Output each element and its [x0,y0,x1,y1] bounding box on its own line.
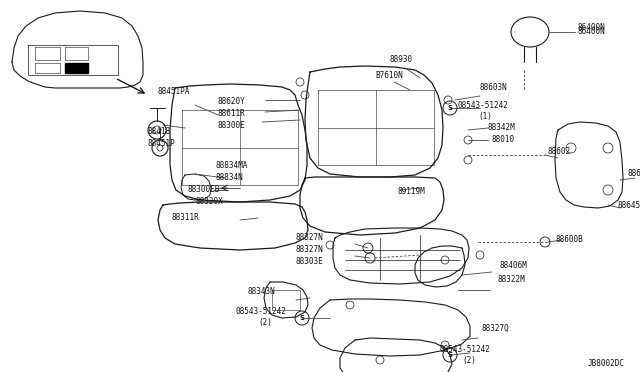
Text: 86400N: 86400N [578,23,605,32]
Text: 08543-51242: 08543-51242 [235,308,286,317]
Text: (1): (1) [478,112,492,121]
Text: 89119M: 89119M [398,187,426,196]
Bar [65,63,88,73]
Text: 88342M: 88342M [488,124,516,132]
Text: 88322M: 88322M [498,276,525,285]
Text: 88311R: 88311R [172,214,200,222]
Text: 88327N: 88327N [295,234,323,243]
Text: 88010: 88010 [492,135,515,144]
Text: 86400N: 86400N [577,28,605,36]
Text: S: S [447,105,452,111]
Text: B7610N: B7610N [375,71,403,80]
Text: 88645D: 88645D [618,201,640,209]
Text: 88406M: 88406M [500,260,528,269]
Text: 88609N: 88609N [628,170,640,179]
Text: 88451PA: 88451PA [157,87,189,96]
Text: 88300EB: 88300EB [188,186,220,195]
Text: 88834MA: 88834MA [215,160,248,170]
Text: JB8002DC: JB8002DC [588,359,625,368]
Text: 88602: 88602 [548,148,571,157]
Text: 88611R: 88611R [218,109,246,119]
Text: 88327N: 88327N [295,246,323,254]
Text: 88303E: 88303E [295,257,323,266]
Text: 88603N: 88603N [480,83,508,93]
Text: 88451P: 88451P [148,138,176,148]
Text: S: S [300,315,305,321]
Text: 88320X: 88320X [196,198,224,206]
Text: 88343N: 88343N [248,288,276,296]
Text: S: S [447,352,452,358]
Text: 08543-51242: 08543-51242 [440,346,491,355]
Text: 88600B: 88600B [555,235,583,244]
Text: 88418: 88418 [148,126,171,135]
Text: 88930: 88930 [390,55,413,64]
Text: 88300E: 88300E [218,122,246,131]
Text: 88620Y: 88620Y [218,97,246,106]
Text: (2): (2) [462,356,476,366]
Text: 88834N: 88834N [215,173,243,182]
Text: 08543-51242: 08543-51242 [458,100,509,109]
Text: (2): (2) [258,318,272,327]
Text: 88327Q: 88327Q [482,324,509,333]
